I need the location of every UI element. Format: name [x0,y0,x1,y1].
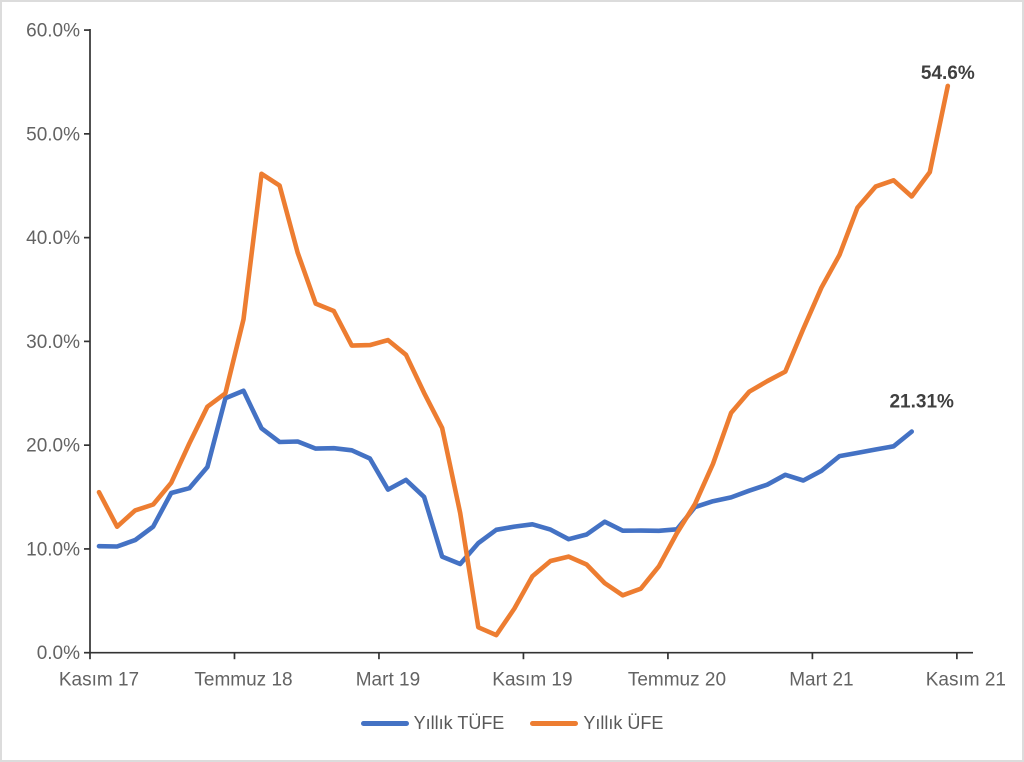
x-axis-label: Kasım 19 [492,670,572,691]
y-axis-label: 30.0% [26,332,80,353]
data-label-ufe: 54.6% [921,63,975,84]
y-axis-label: 0.0% [37,643,80,664]
ufe-line-swatch-icon [530,720,579,726]
legend-item-ufe: Yıllık ÜFE [530,714,663,732]
legend-item-tufe: Yıllık TÜFE [360,713,505,733]
y-axis-label: 20.0% [26,436,80,457]
chart-legend: Yıllık TÜFE Yıllık ÜFE [2,714,1022,732]
x-axis-label: Mart 21 [789,670,853,691]
y-axis-label: 60.0% [26,21,80,42]
axis-lines [89,29,973,654]
legend-label-tufe: Yıllık TÜFE [413,713,505,733]
x-axis-label: Kasım 17 [59,670,139,691]
x-axis-label: Kasım 21 [926,670,1006,691]
line-series-ufe [96,83,951,638]
tufe-line-swatch-icon [360,720,409,726]
y-axis-label: 50.0% [26,124,80,145]
line-series-tufe [96,388,915,567]
x-axis-label: Temmuz 18 [194,670,292,691]
y-axis-label: 40.0% [26,228,80,249]
x-axis-label: Temmuz 20 [628,670,726,691]
x-axis-label: Mart 19 [356,670,420,691]
data-label-tufe: 21.31% [889,392,954,413]
y-axis-label: 10.0% [26,539,80,560]
legend-label-ufe: Yıllık ÜFE [583,713,664,733]
